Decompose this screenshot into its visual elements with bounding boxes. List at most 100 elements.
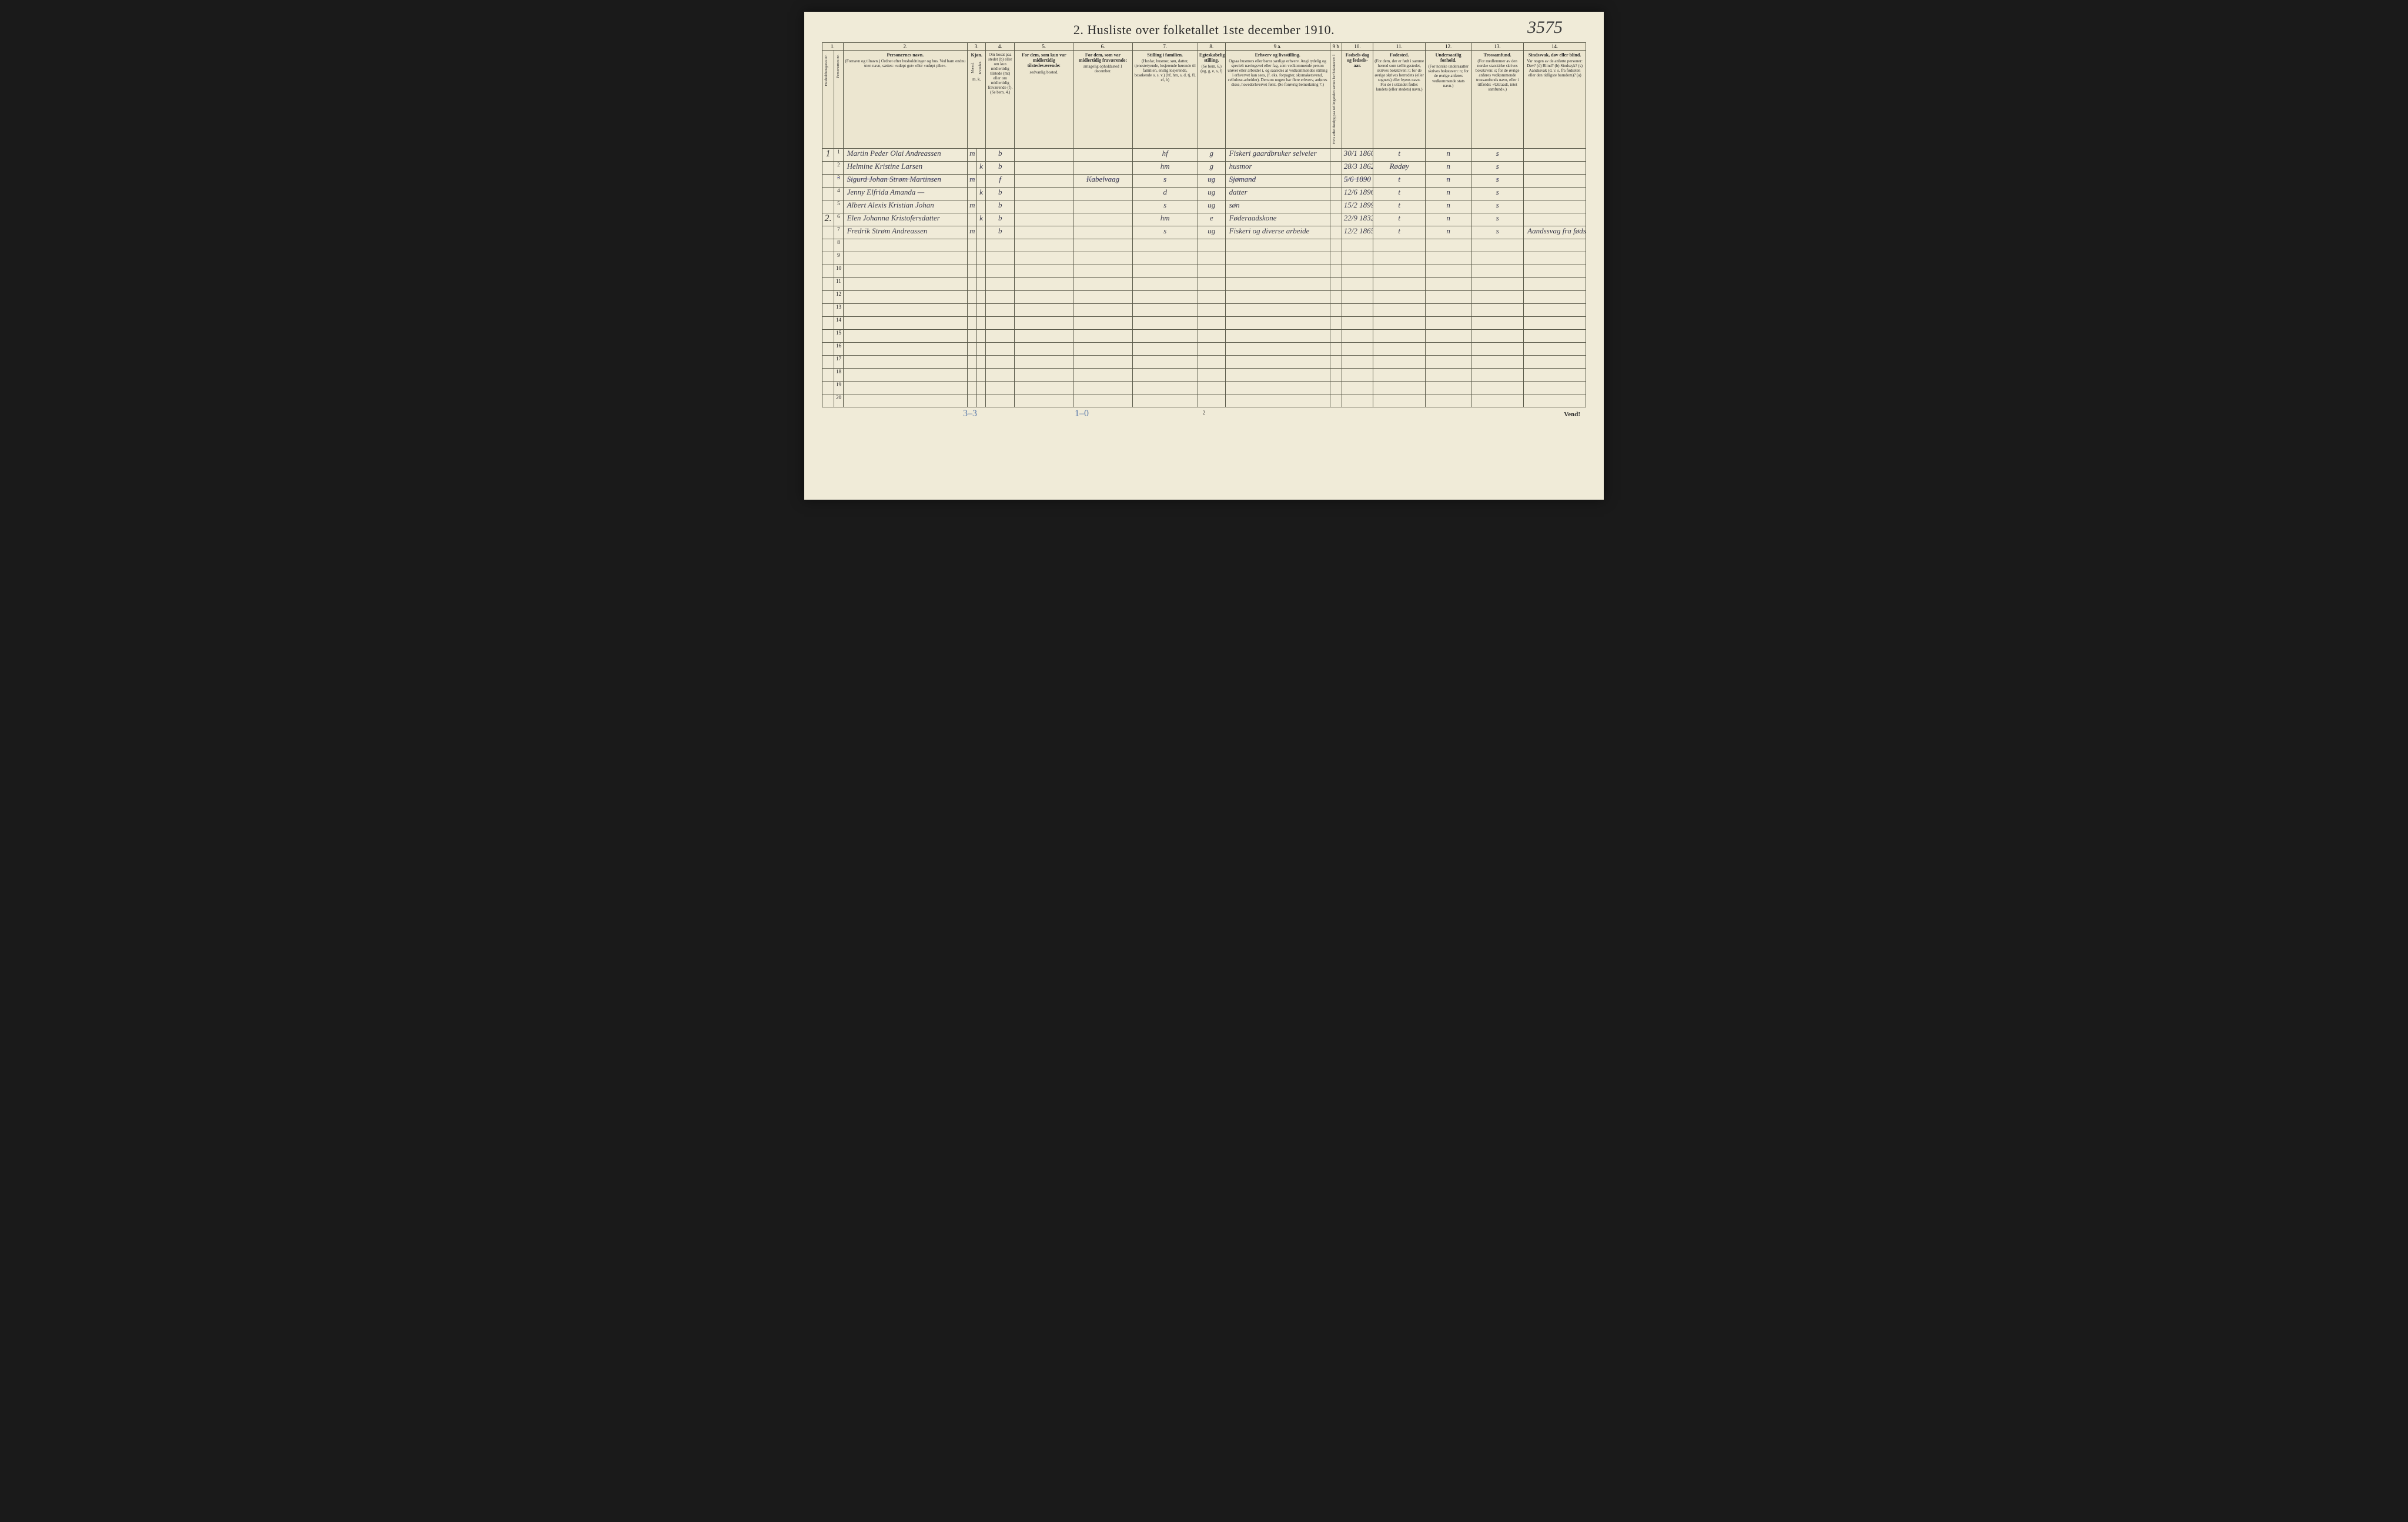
header-occupation: Erhverv og livsstilling. Ogsaa husmors e… [1225,51,1330,149]
cell: t [1373,188,1426,200]
cell [968,369,977,382]
cell [1330,291,1342,304]
cell [1198,278,1225,291]
cell: ug [1198,175,1225,188]
cell [1015,149,1073,162]
cell: s [1471,162,1524,175]
cell [1015,278,1073,291]
cell [1330,252,1342,265]
cell [1524,304,1586,317]
cell: Sigurd Johan Strøm Martinsen [843,175,967,188]
cell [1471,356,1524,369]
cell [1330,265,1342,278]
cell [1330,149,1342,162]
cell [1132,291,1198,304]
cell: n [1426,226,1471,239]
cell [1132,317,1198,330]
cell: 5 [834,200,844,213]
cell [1073,252,1132,265]
cell: 28/3 1862 [1342,162,1373,175]
cell [822,252,834,265]
table-row-empty: 18 [822,369,1586,382]
cell: s [1471,188,1524,200]
cell [843,330,967,343]
census-table: 1. 2. 3. 4. 5. 6. 7. 8. 9 a. 9 b 10. 11.… [822,42,1586,407]
cell: b [986,188,1015,200]
cell: 22/9 1832 [1342,213,1373,226]
cell [1471,265,1524,278]
column-number-row: 1. 2. 3. 4. 5. 6. 7. 8. 9 a. 9 b 10. 11.… [822,43,1586,51]
table-row-empty: 10 [822,265,1586,278]
cell [976,330,986,343]
cell [1524,343,1586,356]
cell [968,291,977,304]
cell [1073,382,1132,394]
cell [1015,291,1073,304]
cell [1073,356,1132,369]
colnum: 5. [1015,43,1073,51]
cell [1073,200,1132,213]
cell: m [968,200,977,213]
cell [1524,317,1586,330]
cell [1073,239,1132,252]
cell [843,394,967,407]
cell [1524,239,1586,252]
cell [986,356,1015,369]
cell [1330,317,1342,330]
cell: 7 [834,226,844,239]
cell [1225,278,1330,291]
footer-annotation-left: 3–3 [963,409,977,419]
footer-annotation-mid: 1–0 [1075,409,1089,419]
cell [1225,382,1330,394]
cell [1524,394,1586,407]
cell [1426,356,1471,369]
cell [1342,394,1373,407]
cell [1373,369,1426,382]
header-row: Husholdningenes nr. Personernes nr. Pers… [822,51,1586,149]
cell: t [1373,200,1426,213]
cell [1373,252,1426,265]
cell [1330,356,1342,369]
cell [1342,252,1373,265]
cell: s [1471,175,1524,188]
table-row-empty: 19 [822,382,1586,394]
cell: n [1426,213,1471,226]
cell [1471,239,1524,252]
table-row: 3Sigurd Johan Strøm MartinsenmfKabelvaag… [822,175,1586,188]
header-person-nr: Personernes nr. [834,51,844,149]
cell [1330,343,1342,356]
cell [1225,239,1330,252]
header-nationality: Undersaatlig forhold. (For norske unders… [1426,51,1471,149]
cell [1524,369,1586,382]
cell: 8 [834,239,844,252]
cell [822,343,834,356]
cell [986,382,1015,394]
cell [1524,149,1586,162]
colnum: 13. [1471,43,1524,51]
cell [1015,226,1073,239]
cell: t [1373,226,1426,239]
cell: 13 [834,304,844,317]
cell [968,239,977,252]
cell: n [1426,175,1471,188]
cell: søn [1225,200,1330,213]
cell: 6 [834,213,844,226]
cell [1373,317,1426,330]
cell [1073,317,1132,330]
cell: 15/2 1899 [1342,200,1373,213]
cell [986,394,1015,407]
page-number: 2 [1203,410,1206,416]
cell: m [968,175,977,188]
cell [986,343,1015,356]
cell: s [1132,226,1198,239]
cell [1524,175,1586,188]
cell [1198,265,1225,278]
cell [976,343,986,356]
cell: hm [1132,162,1198,175]
cell [1426,382,1471,394]
cell: m [968,149,977,162]
cell: k [976,162,986,175]
cell [1015,213,1073,226]
cell [986,369,1015,382]
cell [1015,330,1073,343]
